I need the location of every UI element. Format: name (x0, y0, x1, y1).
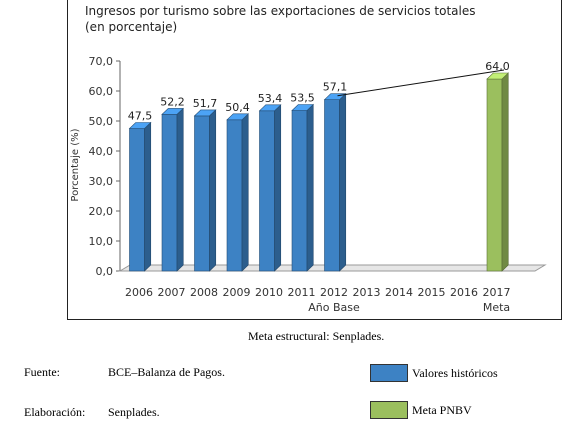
x-tick-label-2015: 2015 (418, 286, 446, 299)
x-tick-label-2007: 2007 (158, 286, 186, 299)
elaboracion-label: Elaboración: (24, 405, 86, 419)
data-label-2010: 53,4 (258, 92, 283, 105)
bar-top (128, 122, 152, 129)
fuente-value: BCE–Balanza de Pagos. (108, 365, 225, 379)
y-tick-label: 60,0 (89, 85, 114, 98)
bar-2007 (161, 107, 184, 272)
data-label-2012: 57,1 (323, 81, 348, 94)
bar-2010 (258, 104, 282, 272)
legend-swatch-historicos (370, 364, 408, 382)
x-tick-label-2008: 2008 (190, 286, 218, 299)
data-label-2017: 64,0 (485, 60, 510, 73)
x-tick-label-2012: 2012 (320, 286, 348, 299)
legend-label-historicos: Valores históricos (412, 366, 498, 380)
y-tick-label: 10,0 (89, 235, 114, 248)
y-tick-label: 70,0 (89, 55, 114, 68)
bar-side (209, 109, 217, 272)
bar-front (194, 115, 210, 272)
bar-2011 (291, 103, 314, 272)
data-label-2011: 53,5 (290, 92, 315, 105)
legend-label-meta: Meta PNBV (412, 403, 472, 417)
bar-chart: 0,0 10,0 20,0 30,0 40,0 50,0 60,0 70,0 47,5 52,2… (70, 55, 547, 314)
elaboracion-value: Senplades. (108, 405, 160, 419)
bar-front (291, 110, 308, 272)
x-tick-label-2010: 2010 (255, 286, 283, 299)
bar-front (486, 78, 503, 272)
bar-side (274, 104, 282, 272)
y-axis-label: Porcentaje (%) (70, 128, 81, 201)
bar-top (486, 72, 509, 80)
chart-frame (67, 0, 562, 320)
x-tick-label-2016: 2016 (450, 286, 478, 299)
x-tick-label-2009: 2009 (223, 286, 251, 299)
chart-subtitle: (en porcentaje) (85, 20, 178, 34)
x-sublabel-2017: Meta (483, 301, 510, 314)
bar-labels: 47,5 52,2 51,7 50,4 53,4 53,5 57,1 64,0 (128, 60, 510, 123)
x-tick-label-2006: 2006 (125, 286, 153, 299)
x-sublabel-2012: Año Base (308, 301, 360, 314)
x-tick-label-2014: 2014 (385, 286, 413, 299)
trend-line (337, 69, 505, 97)
data-label-2006: 47,5 (128, 110, 153, 123)
legend-swatch-meta (370, 401, 408, 419)
bar-side (306, 103, 314, 272)
data-label-2007: 52,2 (160, 95, 185, 108)
bar-top (291, 104, 314, 111)
bar-top (193, 109, 217, 117)
y-tick-label: 20,0 (89, 205, 114, 218)
bar-top (226, 113, 249, 121)
bar-side (144, 121, 152, 272)
chart-title: Ingresos por turismo sobre las exportaci… (85, 4, 476, 18)
bar-2008 (193, 109, 217, 272)
bar-front (324, 99, 340, 272)
data-label-2009: 50,4 (225, 101, 250, 114)
bar-front (226, 119, 243, 272)
bars (128, 69, 509, 272)
bar-side (176, 107, 184, 272)
bar-top (161, 108, 184, 115)
bar-side (501, 72, 509, 272)
bar-top (258, 104, 282, 112)
fuente-label: Fuente: (24, 365, 60, 379)
bar-2009 (226, 113, 249, 272)
bar-front (259, 110, 275, 272)
x-tick-label-2017: 2017 (483, 286, 511, 299)
meta-estructural-caption: Meta estructural: Senplades. (248, 329, 385, 343)
data-label-2008: 51,7 (193, 97, 218, 110)
y-tick-label: 30,0 (89, 175, 114, 188)
bar-front (129, 128, 145, 272)
x-axis-labels: 2006 2007 2008 2009 2010 2011 2012 Año Base 2013… (125, 286, 511, 314)
x-tick-label-2011: 2011 (288, 286, 316, 299)
x-tick-label-2013: 2013 (353, 286, 381, 299)
bar-side (241, 113, 249, 272)
bar-2012 (323, 92, 347, 272)
bar-side (339, 92, 347, 272)
y-tick-label: 50,0 (89, 115, 114, 128)
y-tick-label: 40,0 (89, 145, 114, 158)
bar-front (161, 114, 178, 272)
y-tick-label: 0,0 (96, 265, 114, 278)
bar-2006 (128, 121, 152, 272)
y-axis: 0,0 10,0 20,0 30,0 40,0 50,0 60,0 70,0 (89, 55, 121, 278)
bar-2017 (486, 72, 509, 272)
